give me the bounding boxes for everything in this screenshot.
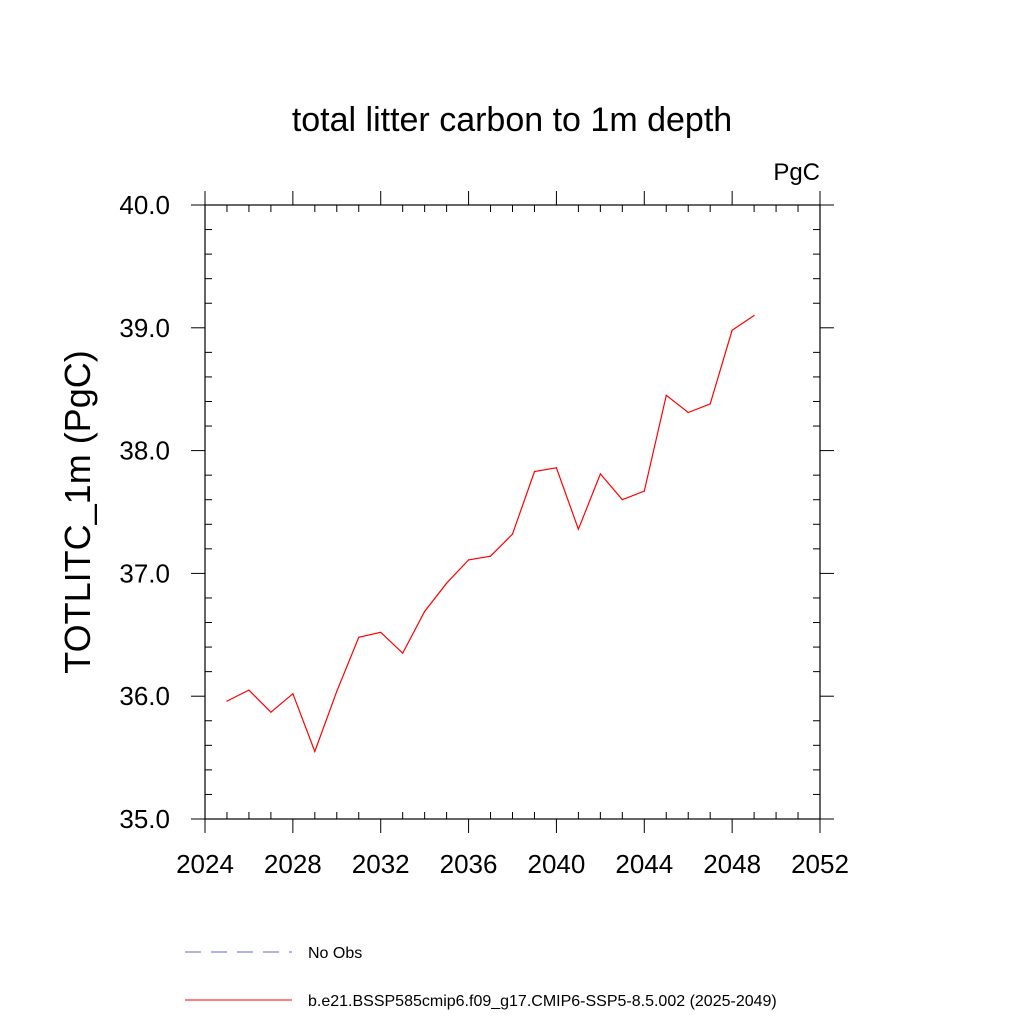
x-tick-label: 2048 xyxy=(703,849,761,879)
x-tick-label: 2036 xyxy=(440,849,498,879)
x-tick-label: 2040 xyxy=(528,849,586,879)
data-point xyxy=(336,690,338,692)
data-point xyxy=(314,750,316,753)
y-tick-label: 36.0 xyxy=(119,681,170,711)
y-tick-label: 39.0 xyxy=(119,313,170,343)
legend-label: No Obs xyxy=(308,945,362,962)
data-point xyxy=(270,711,272,713)
y-tick-label: 40.0 xyxy=(119,190,170,220)
data-point xyxy=(380,631,382,633)
y-axis-label: TOTLITC_1m (PgC) xyxy=(57,350,98,673)
data-point xyxy=(599,473,601,475)
y-tick-label: 35.0 xyxy=(119,804,170,834)
data-point xyxy=(402,652,404,654)
y-tick-label: 38.0 xyxy=(119,436,170,466)
data-point xyxy=(533,470,536,473)
legend: No Obs b.e21.BSSP585cmip6.f09_g17.CMIP6-S… xyxy=(185,945,777,1010)
data-point xyxy=(424,610,426,613)
y-tick-labels: 35.0 36.0 37.0 38.0 39.0 40.0 xyxy=(119,190,170,834)
data-point xyxy=(687,411,689,414)
data-point xyxy=(226,700,228,702)
data-point xyxy=(665,394,667,396)
chart-units: PgC xyxy=(773,159,820,186)
x-tick-labels: 2024 2028 2032 2036 2040 2044 2048 2052 xyxy=(176,849,849,879)
x-tick-label: 2032 xyxy=(352,849,410,879)
data-point xyxy=(709,403,711,405)
axis-ticks xyxy=(191,191,834,833)
data-point xyxy=(731,329,733,331)
legend-label: b.e21.BSSP585cmip6.f09_g17.CMIP6-SSP5-8.… xyxy=(308,993,777,1010)
data-point xyxy=(555,467,558,469)
x-tick-label: 2024 xyxy=(176,849,234,879)
x-tick-label: 2028 xyxy=(264,849,322,879)
data-point xyxy=(446,582,448,584)
data-point xyxy=(489,555,492,557)
x-tick-label: 2052 xyxy=(791,849,849,879)
data-point xyxy=(358,636,360,638)
series-layer xyxy=(226,314,755,754)
chart-title: total litter carbon to 1m depth xyxy=(292,101,732,139)
data-point xyxy=(753,314,755,317)
plot-frame xyxy=(204,204,821,820)
data-point xyxy=(643,490,645,492)
data-point xyxy=(292,693,294,695)
series-line xyxy=(226,315,755,754)
data-point xyxy=(511,533,514,535)
x-tick-label: 2044 xyxy=(615,849,673,879)
data-point xyxy=(467,559,470,561)
data-point xyxy=(621,499,623,501)
data-point xyxy=(577,528,579,530)
data-point xyxy=(248,689,250,691)
y-tick-label: 37.0 xyxy=(119,558,170,588)
